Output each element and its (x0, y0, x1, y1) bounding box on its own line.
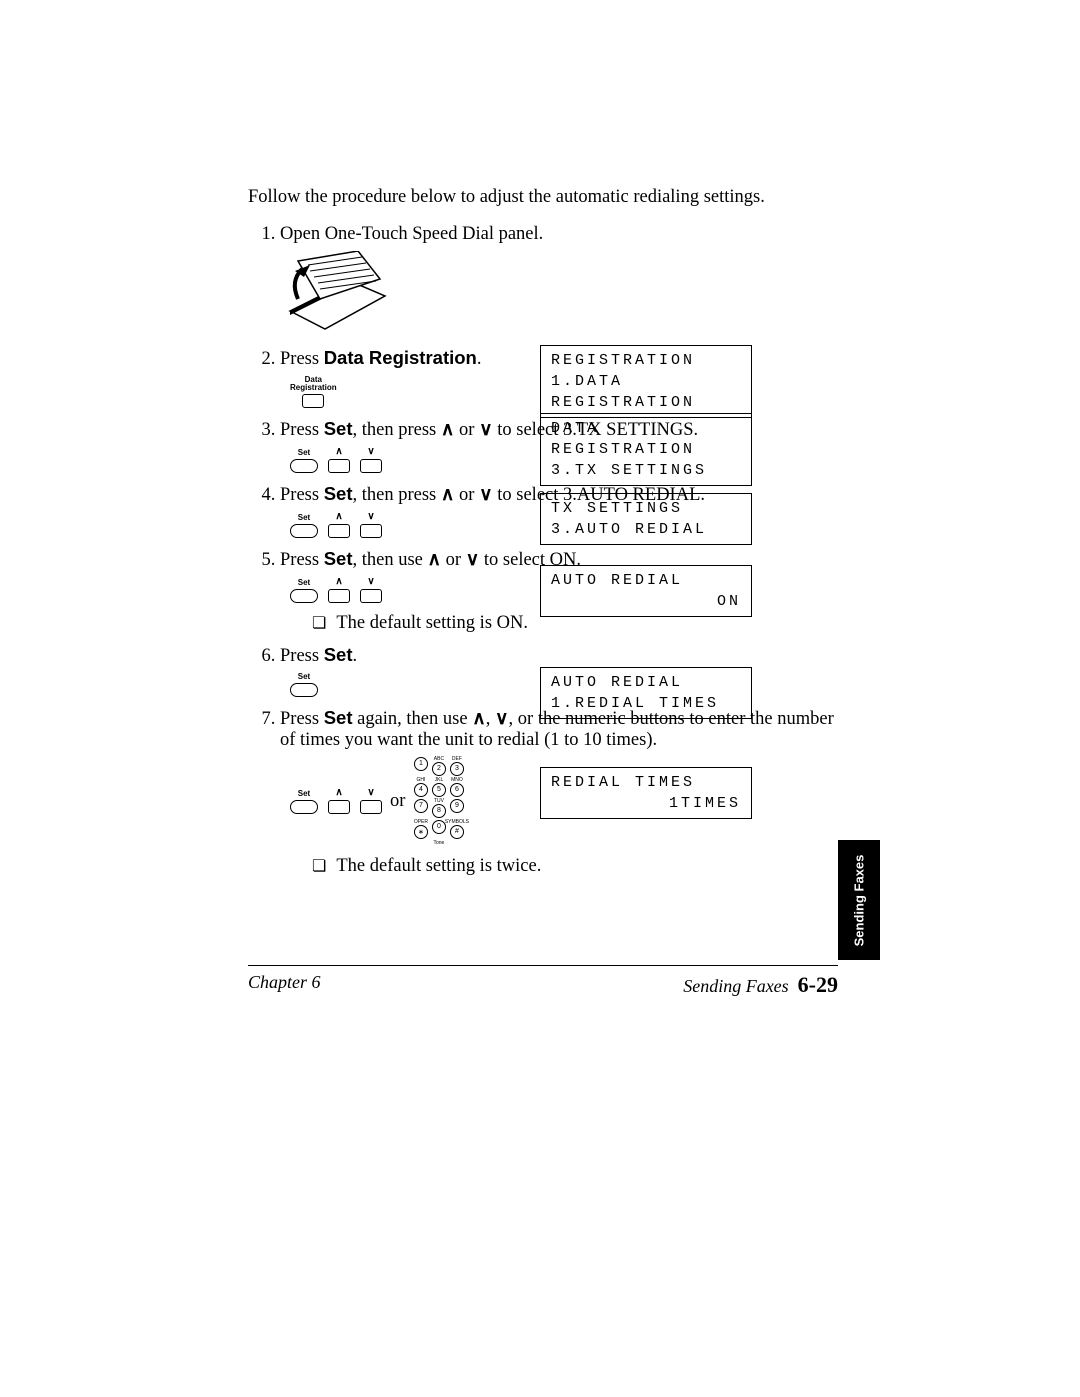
down-arrow-icon: ∨ (367, 512, 374, 522)
down-arrow-icon: ∨ (495, 707, 509, 728)
step-7-note: The default setting is twice. (312, 856, 840, 877)
down-arrow-icon: ∨ (367, 788, 374, 798)
down-arrow-icon: ∨ (367, 447, 374, 457)
up-arrow-icon: ∧ (335, 577, 342, 587)
set-button-icon (290, 524, 318, 538)
t: or (441, 550, 466, 570)
button-icon (360, 524, 382, 538)
numeric-keypad: 1 ABC2 DEF3 GHI4 JKL5 MNO6 7 TUV8 9 (413, 757, 464, 846)
t: or (454, 485, 479, 505)
button-icon (328, 589, 350, 603)
set-button: Set (290, 673, 318, 697)
t: , then press (352, 420, 440, 440)
chapter-label: Chapter 6 (248, 972, 321, 998)
panel-illustration (280, 251, 840, 337)
t: Set (298, 673, 310, 681)
down-arrow-icon: ∨ (479, 483, 493, 504)
t: Set (324, 548, 353, 569)
t: Press (280, 709, 324, 729)
lcd-display-6: REDIAL TIMES1TIMES (540, 767, 752, 819)
button-icon (328, 459, 350, 473)
button-icon (328, 524, 350, 538)
t: Press (280, 646, 324, 666)
t: Set (298, 790, 310, 798)
up-arrow-icon: ∧ (335, 447, 342, 457)
step-1: Open One-Touch Speed Dial panel. (280, 224, 840, 337)
up-arrow-icon: ∧ (428, 548, 442, 569)
set-button-icon (290, 589, 318, 603)
set-up-down-buttons: Set ∧ ∨ (290, 512, 382, 538)
button-icon (328, 800, 350, 814)
t: Set (298, 579, 310, 587)
t: Tone (413, 841, 464, 846)
t: Set (298, 449, 310, 457)
t: Press (280, 550, 324, 570)
t: Data Registration (324, 347, 477, 368)
down-arrow-icon: ∨ (367, 577, 374, 587)
data-registration-button: Data Registration (290, 376, 337, 408)
t: Set (324, 418, 353, 439)
set-button-icon (290, 683, 318, 697)
up-arrow-icon: ∧ (441, 418, 455, 439)
down-arrow-icon: ∨ (466, 548, 480, 569)
t: or (454, 420, 479, 440)
set-button-icon (290, 459, 318, 473)
or-text: or (390, 791, 405, 812)
button-icon (360, 459, 382, 473)
side-tab: Sending Faxes (838, 840, 880, 960)
t: Set (324, 707, 353, 728)
down-arrow-icon: ∨ (479, 418, 493, 439)
lcd-display-4: AUTO REDIALON (540, 565, 752, 617)
t: , then use (352, 550, 427, 570)
button-icon (360, 800, 382, 814)
t: Set (298, 514, 310, 522)
set-up-down-buttons: Set ∧ ∨ (290, 788, 382, 814)
set-button-icon (290, 800, 318, 814)
up-arrow-icon: ∧ (441, 483, 455, 504)
page-footer: Chapter 6 Sending Faxes 6-29 (248, 965, 838, 998)
lcd-display-5: AUTO REDIAL1.REDIAL TIMES (540, 667, 752, 719)
section-label: Sending Faxes (683, 976, 788, 996)
lcd-display-2: DATA REGISTRATION3.TX SETTINGS (540, 413, 752, 486)
up-arrow-icon: ∧ (335, 512, 342, 522)
lcd-display-1: REGISTRATION1.DATA REGISTRATION (540, 345, 752, 418)
up-arrow-icon: ∧ (472, 707, 486, 728)
up-arrow-icon: ∧ (335, 788, 342, 798)
t: . (477, 349, 482, 369)
button-icon (302, 394, 324, 408)
intro-text: Follow the procedure below to adjust the… (248, 187, 840, 208)
button-icon (360, 589, 382, 603)
lcd-display-3: TX SETTINGS3.AUTO REDIAL (540, 493, 752, 545)
page-number: 6-29 (798, 972, 838, 997)
step-1-text: Open One-Touch Speed Dial panel. (280, 224, 543, 244)
t: Registration (290, 384, 337, 392)
t: , (486, 709, 495, 729)
t: Set (324, 483, 353, 504)
set-up-down-buttons: Set ∧ ∨ (290, 447, 382, 473)
t: , then press (352, 485, 440, 505)
t: again, then use (352, 709, 472, 729)
t: Press (280, 485, 324, 505)
t: Press (280, 420, 324, 440)
t: Set (324, 644, 353, 665)
t: Press (280, 349, 324, 369)
t: . (352, 646, 357, 666)
set-up-down-buttons: Set ∧ ∨ (290, 577, 382, 603)
